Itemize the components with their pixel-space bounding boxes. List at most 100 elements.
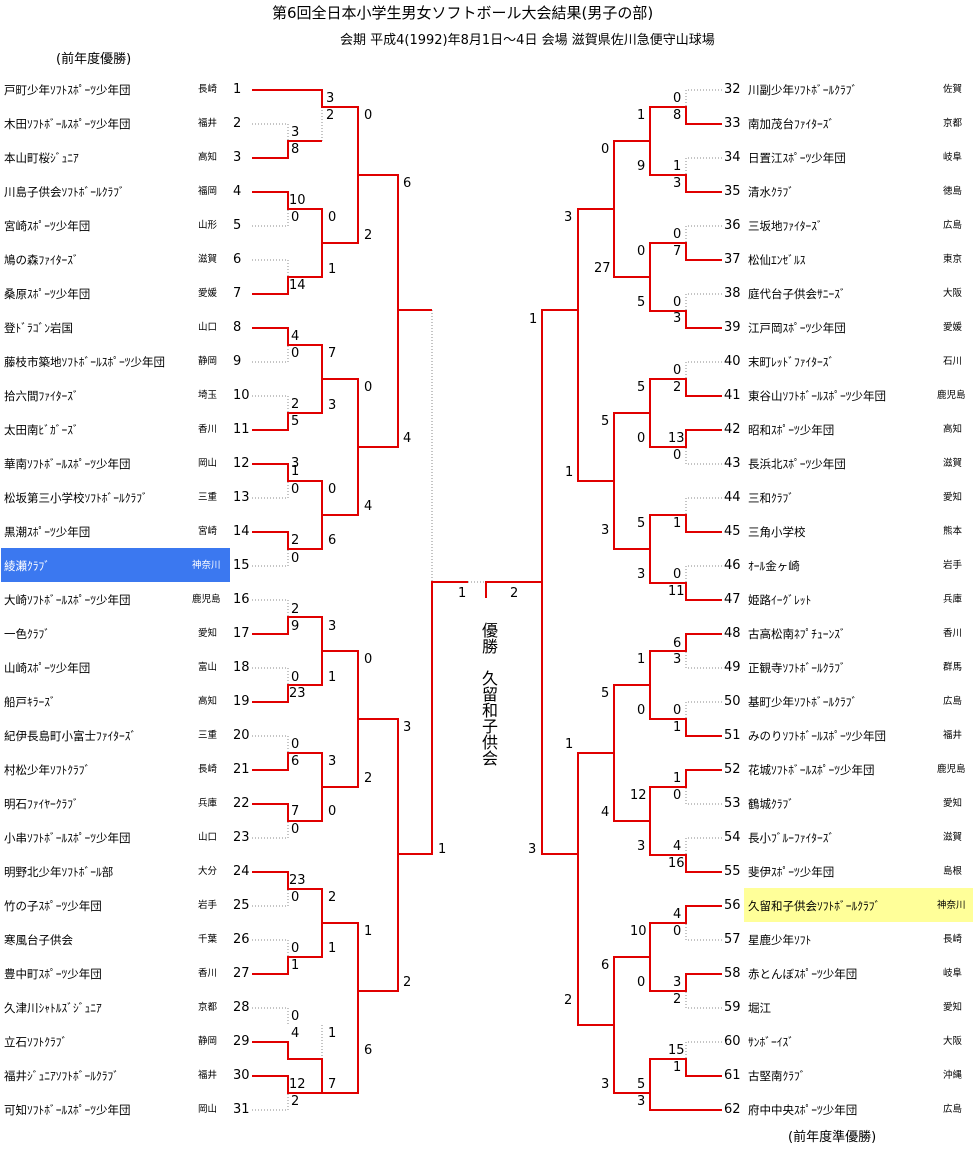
score-r41: 16 <box>668 856 685 871</box>
team-pref: 千葉 <box>198 934 218 945</box>
score-l51: 0 <box>291 1009 300 1024</box>
team-seed: 49 <box>724 660 741 675</box>
team-name: 末町ﾚｯﾄﾞﾌｧｲﾀｰｽﾞ <box>748 355 835 369</box>
score-l22: 1 <box>291 464 300 479</box>
team-name: 堀江 <box>748 1001 771 1015</box>
team-seed: 44 <box>724 490 741 505</box>
score-r37: 0 <box>673 788 682 803</box>
score-l24: 0 <box>328 482 337 497</box>
team-seed: 2 <box>233 116 242 131</box>
team-pref: 大阪 <box>943 1036 963 1047</box>
team-seed: 42 <box>724 422 741 437</box>
team-name: 可知ｿﾌﾄﾎﾞｰﾙｽﾎﾟｰﾂ少年団 <box>4 1103 131 1117</box>
score-r56: 1 <box>565 737 574 752</box>
team-name: 東谷山ｿﾌﾄﾎﾞｰﾙｽﾎﾟｰﾂ少年団 <box>748 389 886 403</box>
score-l9: 0 <box>328 210 337 225</box>
prev-winner-label: (前年度優勝) <box>56 52 132 67</box>
team-seed: 59 <box>724 1000 741 1015</box>
score-l18: 5 <box>291 414 300 429</box>
team-name: 寒風台子供会 <box>4 933 73 947</box>
team-seed: 12 <box>233 456 250 471</box>
score-r2: 8 <box>673 108 682 123</box>
score-r19: 0 <box>673 448 682 463</box>
team-name: 古堅南ｸﾗﾌﾞ <box>748 1069 806 1083</box>
score-l43: 3 <box>403 720 412 735</box>
score-r39: 4 <box>601 805 610 820</box>
score-l27: 6 <box>328 533 337 548</box>
score-r52: 5 <box>637 1077 646 1092</box>
team-pref: 広島 <box>943 696 963 707</box>
score-l42: 0 <box>328 804 337 819</box>
team-name: 山崎ｽﾎﾟｰﾂ少年団 <box>4 661 91 675</box>
score-l12: 1 <box>328 262 337 277</box>
team-seed: 55 <box>724 864 741 879</box>
team-seed: 20 <box>233 728 250 743</box>
team-name: 府中中央ｽﾎﾟｰﾂ少年団 <box>748 1103 858 1117</box>
team-name: 久留和子供会ｿﾌﾄﾎﾞｰﾙｸﾗﾌﾞ <box>748 899 881 913</box>
team-name: 松仙ｴﾝｾﾞﾙｽ <box>748 253 806 267</box>
score-r31: 1 <box>637 652 646 667</box>
team-name: 藤枝市築地ｿﾌﾄﾎﾞｰﾙｽﾎﾟｰﾂ少年団 <box>4 355 165 369</box>
team-seed: 4 <box>233 184 242 199</box>
team-name: ｻﾝﾎﾞｰｲｽﾞ <box>748 1035 794 1049</box>
team-seed: 14 <box>233 524 250 539</box>
score-r6: 9 <box>637 159 646 174</box>
prev-runnerup-label: (前年度準優勝) <box>788 1130 877 1145</box>
team-name: 大崎ｿﾌﾄﾎﾞｰﾙｽﾎﾟｰﾂ少年団 <box>4 593 131 607</box>
champion-title: 優勝 <box>479 622 498 654</box>
score-f1: 1 <box>458 586 467 601</box>
team-pref: 鹿児島 <box>937 390 966 401</box>
team-pref: 高知 <box>198 696 218 707</box>
team-name: 南加茂台ﾌｧｲﾀｰｽﾞ <box>748 117 835 131</box>
score-l31: 3 <box>328 619 337 634</box>
team-name: 川島子供会ｿﾌﾄﾎﾞｰﾙｸﾗﾌﾞ <box>4 185 125 199</box>
team-name: 三角小学校 <box>748 525 806 539</box>
team-pref: 京都 <box>943 118 963 129</box>
team-pref: 鹿児島 <box>937 764 966 775</box>
team-seed: 32 <box>724 82 741 97</box>
team-name: 拾六間ﾌｧｲﾀｰｽﾞ <box>4 389 79 403</box>
score-l17: 2 <box>291 397 300 412</box>
score-l5: 0 <box>364 108 373 123</box>
score-l57: 6 <box>364 1043 373 1058</box>
score-r36: 1 <box>673 771 682 786</box>
score-r51: 1 <box>673 1060 682 1075</box>
score-r48: 0 <box>637 975 646 990</box>
team-pref: 島根 <box>943 866 963 877</box>
score-l44: 23 <box>289 873 306 888</box>
team-pref: 岡山 <box>198 458 218 469</box>
score-l38: 3 <box>328 754 337 769</box>
team-seed: 25 <box>233 898 250 913</box>
team-name: 桑原ｽﾎﾟｰﾂ少年団 <box>4 287 91 301</box>
team-pref: 岐阜 <box>943 968 963 979</box>
team-name: 花城ｿﾌﾄﾎﾞｰﾙｽﾎﾟｰﾂ少年団 <box>748 763 875 777</box>
team-pref: 山口 <box>198 832 218 843</box>
team-seed: 47 <box>724 592 741 607</box>
team-pref: 福井 <box>198 118 218 129</box>
score-l20: 3 <box>291 456 300 471</box>
team-pref: 愛知 <box>198 628 218 639</box>
team-seed: 7 <box>233 286 242 301</box>
score-l14: 0 <box>291 346 300 361</box>
team-seed: 23 <box>233 830 250 845</box>
score-r5: 1 <box>673 159 682 174</box>
team-name: 立石ｿﾌﾄｸﾗﾌﾞ <box>4 1035 68 1049</box>
team-name: 華南ｿﾌﾄﾎﾞｰﾙｽﾎﾟｰﾂ少年団 <box>4 457 131 471</box>
score-r21: 5 <box>601 414 610 429</box>
score-l45: 0 <box>291 890 300 905</box>
team-seed: 22 <box>233 796 250 811</box>
team-name: 江戸岡ｽﾎﾟｰﾂ少年団 <box>748 321 846 335</box>
team-seed: 33 <box>724 116 741 131</box>
team-seed: 17 <box>233 626 250 641</box>
team-pref: 香川 <box>198 968 218 979</box>
score-r26: 0 <box>673 567 682 582</box>
team-seed: 60 <box>724 1034 741 1049</box>
score-r13: 27 <box>594 261 611 276</box>
team-seed: 26 <box>233 932 250 947</box>
score-l36: 0 <box>291 737 300 752</box>
score-r8: 3 <box>564 210 573 225</box>
team-name: 松坂第三小学校ｿﾌﾄﾎﾞｰﾙｸﾗﾌﾞ <box>4 491 148 505</box>
team-seed: 35 <box>724 184 741 199</box>
team-pref: 岐阜 <box>943 152 963 163</box>
